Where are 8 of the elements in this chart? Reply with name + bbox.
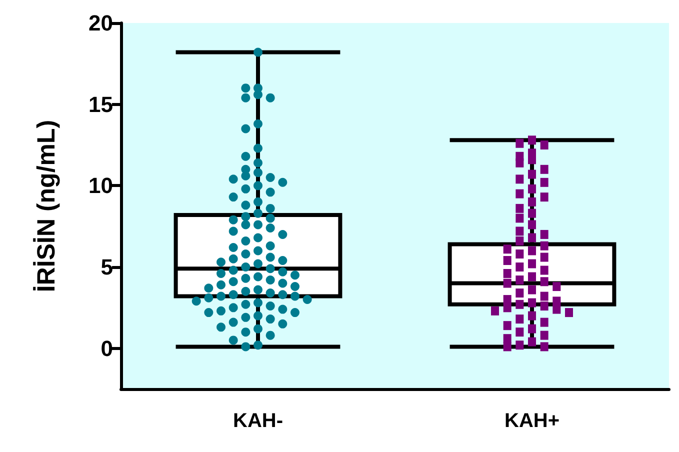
y-tick-label: 15 [88,92,113,117]
y-tick-label: 10 [88,173,113,198]
y-tick-label: 5 [100,254,113,280]
y-axis-title: İRİSİN (ng/mL) [32,120,60,292]
x-tick-label: KAH+ [504,410,560,432]
x-tick-label: KAH- [233,410,283,432]
y-tick-label: 20 [88,10,113,36]
y-tick-label: 0 [100,336,113,361]
